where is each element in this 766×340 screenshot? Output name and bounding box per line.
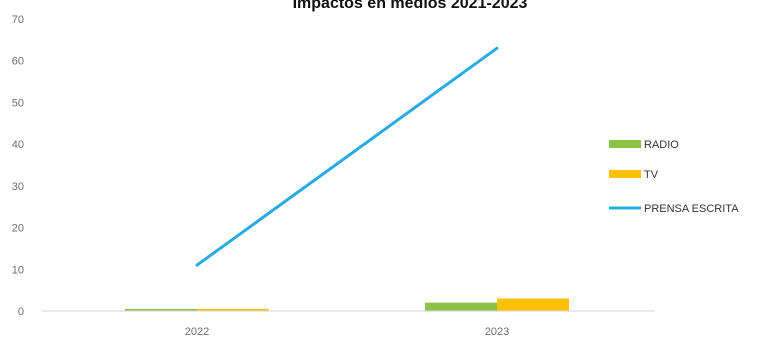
chart-title: Impactos en medios 2021-2023 xyxy=(293,0,528,12)
bar-radio-2022 xyxy=(125,308,197,311)
y-tick-label-70: 70 xyxy=(12,14,24,26)
bar-tv-2022 xyxy=(197,308,269,311)
legend-label-prensa-escrita: PRENSA ESCRITA xyxy=(644,203,739,215)
legend-swatch-tv xyxy=(609,170,641,178)
y-tick-label-40: 40 xyxy=(12,139,24,151)
legend-label-radio: RADIO xyxy=(644,139,679,151)
legend-swatch-radio xyxy=(609,140,641,148)
y-tick-label-50: 50 xyxy=(12,97,24,109)
y-tick-label-30: 30 xyxy=(12,181,24,193)
line-prensa-escrita xyxy=(195,46,499,267)
y-tick-label-60: 60 xyxy=(12,56,24,68)
y-tick-label-0: 0 xyxy=(18,306,24,318)
x-tick-label-2022: 2022 xyxy=(185,326,209,338)
bar-radio-2023 xyxy=(425,302,497,311)
y-tick-label-20: 20 xyxy=(12,223,24,235)
bar-tv-2023 xyxy=(497,298,569,311)
x-tick-label-2023: 2023 xyxy=(485,326,509,338)
legend-label-tv: TV xyxy=(644,169,659,181)
y-tick-label-10: 10 xyxy=(12,264,24,276)
